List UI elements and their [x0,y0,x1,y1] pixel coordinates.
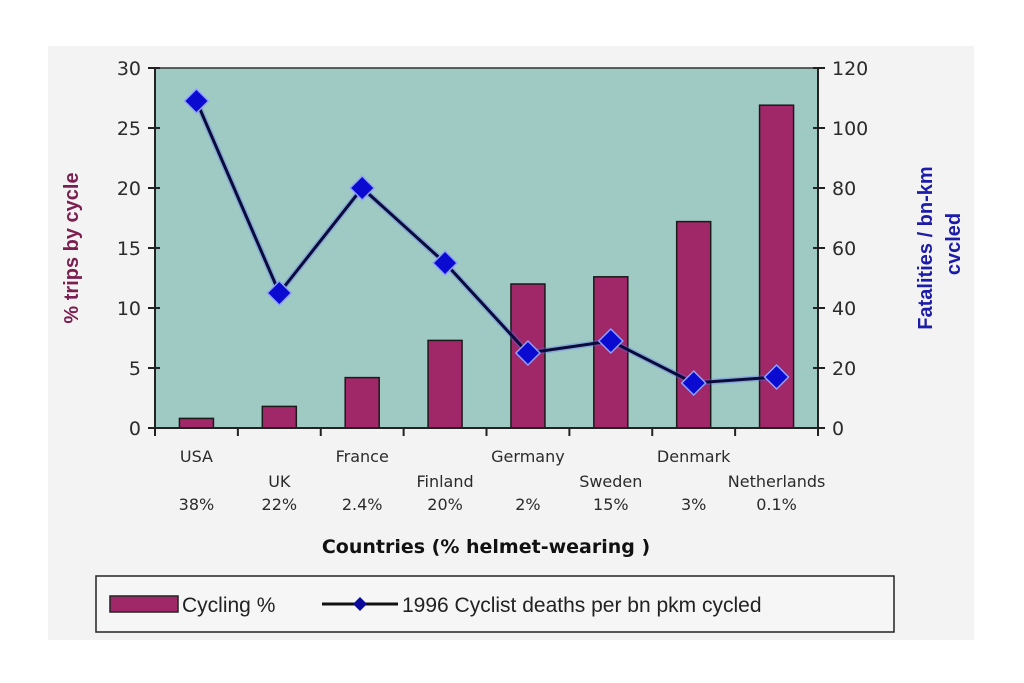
y-axis-right-label-line2: cvcled [943,213,965,275]
marker-netherlands [763,363,790,391]
helmet-wearing-label: 20% [427,495,463,514]
bar-denmark [675,220,712,429]
y-left-tick-label: 30 [117,58,141,80]
deaths-line [195,100,777,385]
bar-usa [178,417,215,429]
helmet-wearing-label: 3% [681,495,706,514]
y-left-tick-label: 0 [129,418,141,440]
helmet-wearing-label: 2.4% [342,495,383,514]
y-left-tick-label: 10 [117,298,141,320]
legend-bar-swatch [109,595,179,613]
y-axis-right-label-line1: Fatalities / bn-km [915,166,937,329]
x-tick-label: Netherlands [728,472,826,491]
y-right-tick-label: 60 [832,238,856,260]
y-left-tick-label: 20 [117,178,141,200]
marker-usa [183,87,210,115]
x-tick-label: UK [268,472,291,491]
x-tick-label: Denmark [657,447,731,466]
legend-line-label: 1996 Cyclist deaths per bn pkm cycled [402,594,762,617]
bar-uk [261,405,298,429]
helmet-wearing-label: 0.1% [756,495,797,514]
legend-box [95,575,895,633]
y-right-tick-label: 100 [832,118,868,140]
x-tick-label: Sweden [579,472,642,491]
y-right-tick-label: 120 [832,58,868,80]
helmet-wearing-label: 38% [179,495,215,514]
helmet-wearing-label: 2% [515,495,540,514]
marker-france [349,174,376,202]
y-right-tick-label: 20 [832,358,856,380]
x-tick-label: Finland [416,472,473,491]
marker-sweden [597,327,624,355]
y-right-tick-label: 40 [832,298,856,320]
marker-finland [432,249,459,277]
marker-germany [514,339,541,367]
y-left-tick-label: 5 [129,358,141,380]
x-tick-label: USA [180,447,213,466]
legend-line-marker [353,597,367,611]
bar-france [344,376,380,429]
y-right-tick-label: 0 [832,418,844,440]
legend-bar-label: Cycling % [182,594,275,617]
legend: Cycling % 1996 Cyclist deaths per bn pkm… [95,575,895,633]
plot-area [155,68,818,428]
marker-uk [266,279,293,307]
y-axis-left-label: % trips by cycle [61,172,83,323]
bar-finland [427,339,463,429]
y-left-tick-label: 25 [117,118,141,140]
helmet-wearing-label: 22% [262,495,298,514]
y-right-tick-label: 80 [832,178,856,200]
x-axis-title: Countries (% helmet-wearing ) [322,536,650,558]
helmet-wearing-label: 15% [593,495,629,514]
y-left-tick-label: 15 [117,238,141,260]
x-tick-label: France [336,447,389,466]
x-tick-label: Germany [491,447,565,466]
marker-denmark [680,369,707,397]
